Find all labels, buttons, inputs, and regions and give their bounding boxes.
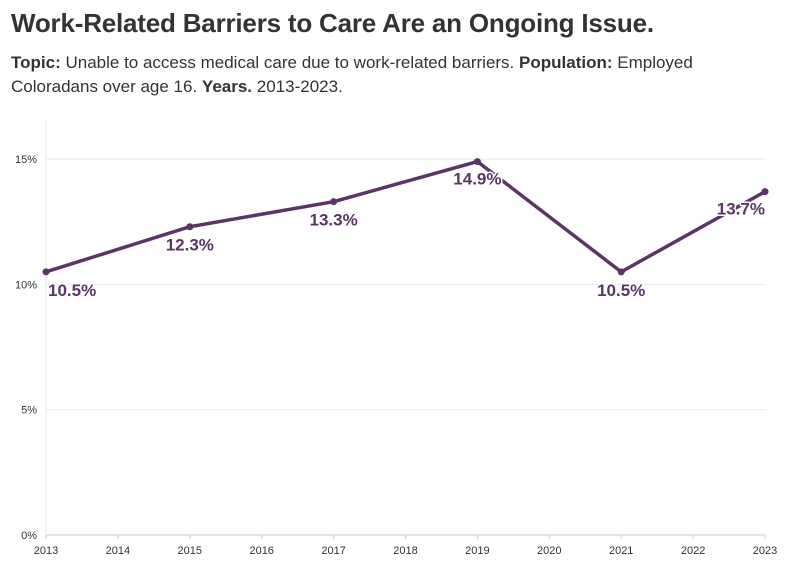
x-tick-label: 2016 [249,545,273,557]
chart-subtitle: Topic: Unable to access medical care due… [11,51,781,99]
data-label: 10.5% [597,281,645,300]
data-label: 13.7% [717,200,765,219]
data-label: 12.3% [166,236,214,255]
x-tick-label: 2019 [465,545,489,557]
series-line [44,159,767,274]
data-label: 14.9% [453,170,501,189]
topic-label: Topic: [11,53,61,72]
data-point [473,158,481,166]
x-tick-label: 2021 [609,545,633,557]
x-tick-label: 2017 [321,545,345,557]
population-label: Population: [519,53,613,72]
topic-text: Unable to access medical care due to wor… [65,53,515,72]
years-text: 2013-2023. [256,77,343,96]
chart-title: Work-Related Barriers to Care Are an Ong… [11,8,654,38]
years-label: Years. [201,77,253,96]
data-label: 13.3% [309,211,357,230]
x-tick-label: 2014 [106,545,130,557]
data-label: 10.5% [48,281,96,300]
gridlines [45,120,765,535]
data-point [186,223,194,231]
data-point [330,198,338,206]
x-tick-label: 2018 [393,545,417,557]
data-series [42,158,769,276]
y-tick-label: 0% [21,530,37,542]
data-point [617,268,625,276]
axes: 0% 5% 10% 15% 2013 2014 2015 2016 2017 2018 2019 20… [15,154,777,557]
x-tick-label: 2015 [178,545,202,557]
x-tick-label: 2023 [753,545,777,557]
data-point [761,188,769,196]
data-point [42,268,50,276]
data-labels: 10.5% 12.3% 13.3% 14.9% 10.5% 13.7% [47,168,767,301]
y-tick-label: 10% [15,279,37,291]
population-text: Employed Coloradans over age 16. [11,53,693,96]
y-tick-label: 5% [21,405,37,417]
x-tick-label: 2022 [681,545,705,557]
x-tick-label: 2020 [537,545,561,557]
x-tick-label: 2013 [34,545,58,557]
y-tick-label: 15% [15,154,37,166]
